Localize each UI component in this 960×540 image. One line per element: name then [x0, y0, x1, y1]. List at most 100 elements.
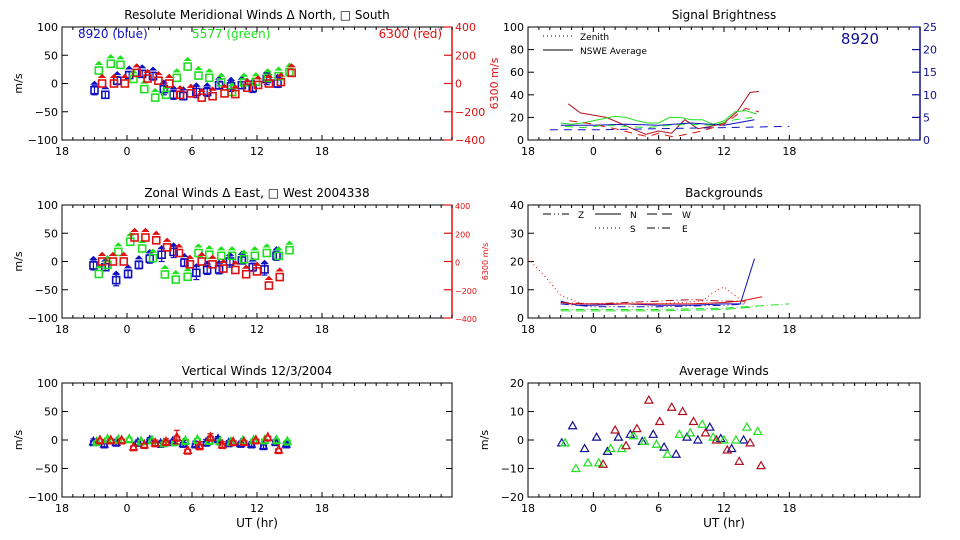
data-point-square [237, 256, 247, 265]
y-axis-label: m/s [478, 430, 491, 450]
data-point-square [229, 440, 237, 447]
series-line-8920-nswe [560, 119, 755, 126]
data-point-triangle [194, 243, 203, 248]
data-point-triangle [285, 240, 294, 245]
y2-tick-label: 20 [923, 44, 937, 57]
data-point-triangle [559, 437, 571, 447]
data-point-triangle [134, 255, 144, 260]
x-tick-label: 18 [521, 145, 535, 158]
y-tick-label: −10 [501, 463, 524, 476]
data-point-triangle [700, 427, 711, 437]
y2-tick-label: 15 [923, 66, 937, 79]
data-point-triangle [651, 439, 662, 448]
data-point-triangle [239, 249, 249, 254]
data-point-square [125, 437, 133, 444]
data-point-square [183, 272, 192, 282]
data-point-triangle [755, 460, 767, 470]
plot-area [90, 54, 296, 102]
x-tick-label: 0 [124, 502, 131, 515]
y-tick-label: −50 [35, 284, 58, 297]
y-tick-label: 40 [510, 199, 524, 212]
y-tick-label: 0 [51, 256, 58, 269]
data-point-square [193, 437, 201, 444]
x-tick-label: 18 [315, 323, 329, 336]
data-point-square [169, 247, 178, 257]
series-line-6300-zenith [569, 107, 759, 138]
x-tick-label: 18 [782, 323, 796, 336]
data-point-triangle [681, 431, 693, 441]
x-tick-label: 6 [655, 502, 662, 515]
data-point-square [239, 254, 249, 264]
data-point-triangle [183, 267, 192, 272]
data-point-square [194, 71, 203, 80]
data-point-triangle [704, 421, 715, 431]
chart-title: Backgrounds [685, 186, 763, 200]
data-point-triangle [89, 255, 98, 260]
data-point-triangle [202, 82, 212, 87]
color-key-label: 6300 (red) [379, 27, 442, 41]
data-point-triangle [226, 76, 236, 81]
y-tick-label: −100 [28, 312, 58, 325]
data-point-triangle [243, 78, 252, 83]
data-point-square [274, 251, 283, 261]
data-point-square [227, 251, 237, 261]
data-point-triangle [97, 251, 107, 256]
y-tick-label: 100 [37, 21, 58, 34]
y-tick-label: 0 [51, 78, 58, 91]
plot-area [556, 394, 767, 473]
data-point-triangle [217, 72, 226, 77]
series-line-8920-zenith [549, 125, 790, 131]
data-point-square [253, 80, 263, 90]
x-tick-label: 18 [315, 502, 329, 515]
data-point-square [140, 84, 149, 94]
data-point-triangle [171, 269, 180, 275]
y-tick-label: 40 [510, 89, 524, 102]
data-point-triangle [123, 264, 133, 269]
legend-label: Z [578, 211, 584, 221]
data-point-square [214, 265, 224, 274]
data-point-triangle [654, 416, 665, 426]
data-point-triangle [602, 446, 613, 455]
data-point-triangle [114, 242, 123, 247]
y-tick-label: 0 [517, 134, 524, 147]
data-point-triangle [183, 56, 192, 62]
data-point-square [283, 439, 291, 446]
data-point-square [240, 440, 248, 447]
series-line-8920-z [560, 303, 746, 308]
data-point-triangle [722, 444, 733, 454]
data-point-square [174, 248, 184, 258]
data-point-triangle [130, 227, 139, 232]
data-point-square [164, 79, 174, 88]
data-point-square [137, 69, 147, 79]
chart-title: Resolute Meridional Winds Δ North, □ Sou… [124, 8, 390, 22]
data-point-square [220, 89, 229, 98]
data-point-triangle [90, 80, 99, 85]
y-tick-label: 20 [510, 256, 524, 269]
data-point-triangle [194, 65, 203, 71]
data-point-square [116, 60, 125, 70]
data-point-triangle [175, 85, 185, 90]
data-point-triangle [154, 70, 163, 76]
data-point-triangle [260, 259, 269, 264]
data-point-triangle [726, 443, 737, 453]
data-point-triangle [148, 248, 158, 253]
data-point-square [132, 68, 142, 78]
plot-area [549, 90, 790, 138]
y2-tick-label: 0 [923, 134, 930, 147]
color-key-label: 8920 (blue) [78, 27, 148, 41]
data-point-triangle [685, 427, 696, 437]
data-point-square [162, 243, 172, 252]
plot-area [89, 227, 294, 290]
y-tick-label: 50 [44, 227, 58, 240]
data-point-square [111, 275, 121, 285]
data-point-square [151, 441, 159, 448]
y2-tick-label: 400 [455, 21, 476, 34]
x-tick-label: 0 [124, 323, 131, 336]
data-point-triangle [132, 63, 141, 68]
data-point-triangle [567, 420, 578, 430]
data-point-square [143, 74, 152, 83]
data-point-square [140, 443, 148, 450]
plot-frame [527, 204, 921, 319]
data-point-square [196, 444, 204, 451]
